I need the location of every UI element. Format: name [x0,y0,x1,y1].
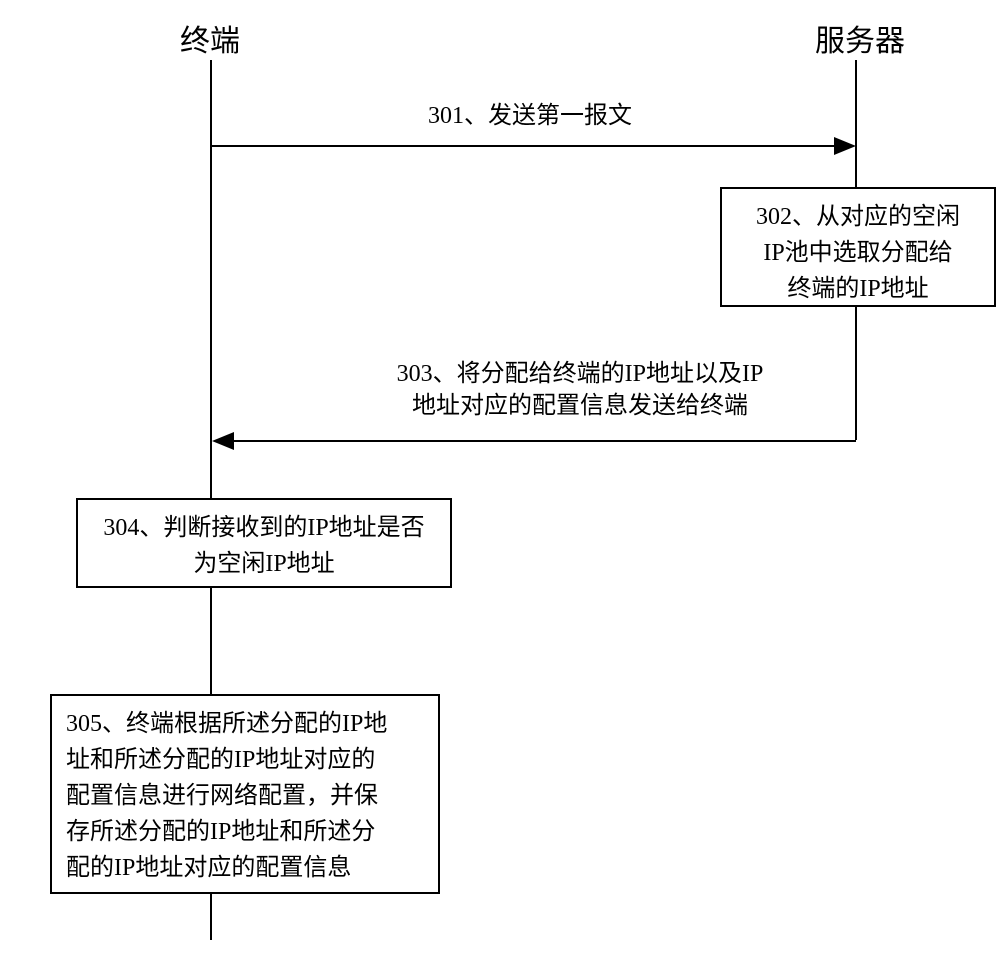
participant-terminal: 终端 [160,16,260,60]
step-304-line2: 为空闲IP地址 [92,546,436,582]
message-303-line2: 地址对应的配置信息发送给终端 [320,390,840,422]
step-302-line2: IP池中选取分配给 [736,235,980,271]
message-301-arrowhead [834,137,856,155]
step-305-line5: 配的IP地址对应的配置信息 [66,850,424,886]
step-305-line1: 305、终端根据所述分配的IP地 [66,706,424,742]
step-305-line4: 存所述分配的IP地址和所述分 [66,814,424,850]
message-303-label: 303、将分配给终端的IP地址以及IP 地址对应的配置信息发送给终端 [320,358,840,423]
step-302-box: 302、从对应的空闲 IP池中选取分配给 终端的IP地址 [720,187,996,307]
step-302-line1: 302、从对应的空闲 [736,199,980,235]
message-303-arrowhead [212,432,234,450]
message-303-line1: 303、将分配给终端的IP地址以及IP [320,358,840,390]
lifeline-terminal-seg3 [210,894,212,940]
message-303-arrow [234,440,856,442]
step-302-line3: 终端的IP地址 [736,271,980,307]
step-304-line1: 304、判断接收到的IP地址是否 [92,510,436,546]
message-301-label: 301、发送第一报文 [300,100,760,132]
lifeline-terminal-seg2 [210,588,212,694]
step-305-line3: 配置信息进行网络配置，并保 [66,778,424,814]
participant-server: 服务器 [800,16,920,60]
step-305-box: 305、终端根据所述分配的IP地 址和所述分配的IP地址对应的 配置信息进行网络… [50,694,440,894]
lifeline-server-seg1 [855,60,857,187]
message-301-arrow [212,145,834,147]
step-304-box: 304、判断接收到的IP地址是否 为空闲IP地址 [76,498,452,588]
lifeline-server-seg2 [855,307,857,440]
step-305-line2: 址和所述分配的IP地址对应的 [66,742,424,778]
sequence-diagram: 终端 服务器 301、发送第一报文 302、从对应的空闲 IP池中选取分配给 终… [0,0,1000,962]
